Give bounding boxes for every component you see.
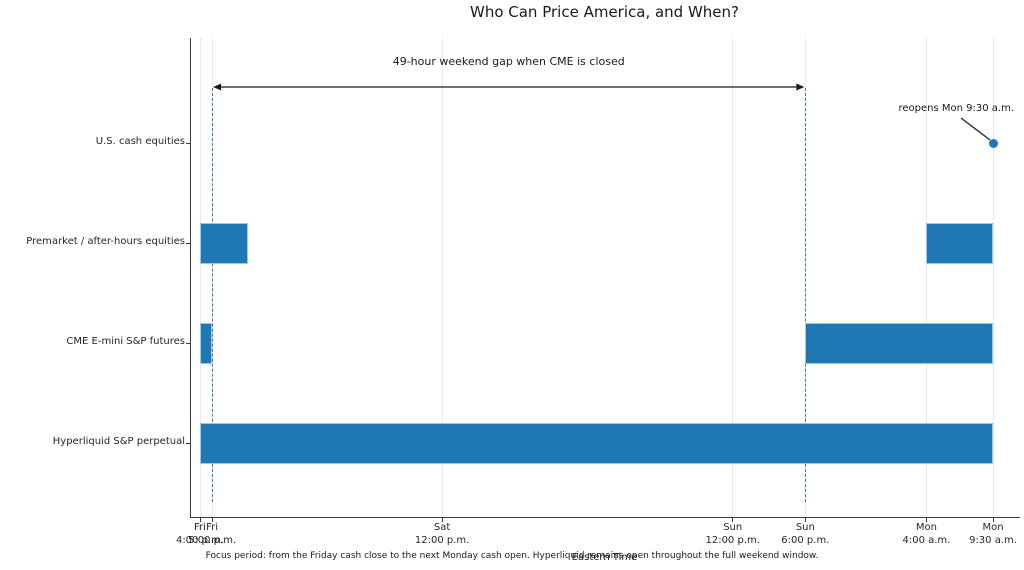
x-tick-mark bbox=[732, 518, 734, 522]
vertical-gridline bbox=[441, 38, 443, 517]
vertical-gridline bbox=[925, 38, 927, 517]
open-session-bar bbox=[200, 422, 993, 464]
vertical-gridline bbox=[732, 38, 734, 517]
open-session-bar bbox=[926, 222, 993, 264]
x-tick-mark bbox=[804, 518, 806, 522]
x-tick-mark bbox=[199, 518, 201, 522]
y-tick-mark bbox=[186, 242, 190, 244]
vertical-gridline bbox=[199, 38, 201, 517]
chart-title: Who Can Price America, and When? bbox=[469, 3, 740, 21]
y-category-label: Premarket / after-hours equities bbox=[26, 236, 185, 247]
gap-annotation-text: 49-hour weekend gap when CME is closed bbox=[392, 55, 625, 68]
open-session-bar bbox=[200, 322, 213, 364]
vertical-gridline bbox=[992, 38, 994, 517]
x-axis-label: Eastern Time bbox=[571, 552, 638, 563]
x-tick-mark bbox=[211, 518, 213, 522]
x-tick-label: Sun 6:00 p.m. bbox=[781, 522, 830, 546]
x-tick-label: Fri 5:00 p.m. bbox=[188, 522, 237, 546]
reopen-annotation-leader-line bbox=[960, 117, 991, 141]
x-tick-label: Sun 12:00 p.m. bbox=[705, 522, 760, 546]
figure-caption: Focus period: from the Friday cash close… bbox=[205, 551, 819, 561]
reopen-annotation-text: reopens Mon 9:30 a.m. bbox=[898, 103, 1014, 114]
y-category-label: U.S. cash equities bbox=[95, 136, 185, 147]
gap-arrowhead-right bbox=[796, 83, 805, 91]
x-tick-label: Sat 12:00 p.m. bbox=[414, 522, 470, 546]
x-tick-mark bbox=[925, 518, 927, 522]
open-session-bar bbox=[805, 322, 993, 364]
y-axis-spine bbox=[190, 38, 191, 517]
y-tick-mark bbox=[186, 342, 190, 344]
y-tick-mark bbox=[186, 142, 190, 144]
x-tick-label: Fri 4:00 p.m. bbox=[175, 522, 225, 546]
y-tick-mark bbox=[186, 442, 190, 444]
x-tick-mark bbox=[992, 518, 994, 522]
x-axis-spine bbox=[190, 517, 1020, 518]
y-category-label: CME E-mini S&P futures bbox=[66, 336, 185, 347]
y-category-label: Hyperliquid S&P perpetual bbox=[52, 436, 185, 447]
reopen-marker-dot bbox=[988, 138, 998, 148]
open-session-bar bbox=[200, 222, 249, 264]
session-boundary-dashed-line bbox=[804, 88, 806, 502]
x-tick-label: Mon 9:30 a.m. bbox=[969, 522, 1017, 546]
x-tick-mark bbox=[441, 518, 443, 522]
gap-arrowhead-left bbox=[213, 83, 222, 91]
x-tick-label: Mon 4:00 a.m. bbox=[902, 522, 951, 546]
session-boundary-dashed-line bbox=[211, 88, 213, 502]
